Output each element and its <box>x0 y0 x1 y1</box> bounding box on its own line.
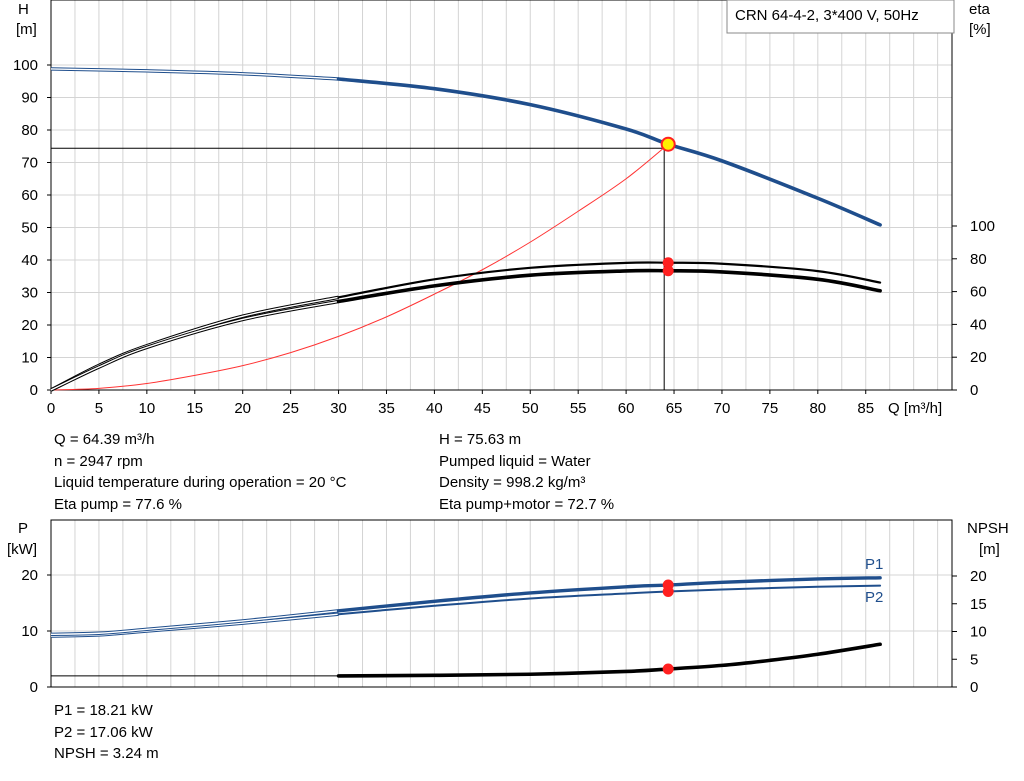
eta-pump-readout: Eta pump = 77.6 % <box>54 495 182 513</box>
npsh-axis-unit: [m] <box>979 541 1000 558</box>
npsh-readout: NPSH = 3.24 m <box>54 745 159 762</box>
liquid-temperature-readout: Liquid temperature during operation = 20… <box>54 474 347 491</box>
p2-series-label: P2 <box>865 589 883 606</box>
npsh-tick-label: 0 <box>970 679 978 696</box>
x-tick-label: 40 <box>426 400 443 417</box>
x-tick-label: 45 <box>474 400 491 417</box>
eta-pump-curve-line <box>337 261 882 299</box>
eta-total-curve-low-inner <box>50 300 339 391</box>
npsh-tick-label: 20 <box>970 568 987 585</box>
eta-tick-label: 100 <box>970 218 995 235</box>
p2-curve-line <box>337 584 882 616</box>
p-axis-unit: [kW] <box>7 541 37 558</box>
eta-axis-label: eta <box>969 1 991 18</box>
info-top-left: Q = 64.39 m³/h n = 2947 rpm Liquid tempe… <box>54 429 346 515</box>
p2-readout: P2 = 17.06 kW <box>54 723 153 741</box>
x-tick-label: 50 <box>522 400 539 417</box>
h-tick-label: 90 <box>21 90 38 107</box>
p-tick-label: 0 <box>30 679 38 696</box>
x-axis-label: Q [m³/h] <box>888 400 942 417</box>
x-tick-label: 5 <box>95 400 103 417</box>
eta-axis-unit: [%] <box>969 21 991 38</box>
h-tick-label: 80 <box>21 122 38 139</box>
power-plot-area <box>51 520 952 687</box>
p2-marker <box>662 585 674 597</box>
p1-readout: P1 = 18.21 kW <box>54 702 153 719</box>
h-tick-label: 10 <box>21 350 38 367</box>
eta-tick-label: 60 <box>970 284 987 301</box>
x-tick-label: 25 <box>282 400 299 417</box>
x-tick-label: 85 <box>857 400 874 417</box>
x-tick-label: 65 <box>666 400 683 417</box>
p1-series-label: P1 <box>865 556 883 573</box>
h-tick-label: 0 <box>30 382 38 399</box>
x-tick-label: 75 <box>762 400 779 417</box>
x-tick-label: 55 <box>570 400 587 417</box>
x-tick-label: 30 <box>330 400 347 417</box>
x-tick-label: 80 <box>809 400 826 417</box>
speed-readout: n = 2947 rpm <box>54 452 143 470</box>
npsh-tick-label: 10 <box>970 624 987 641</box>
h-tick-label: 50 <box>21 220 38 237</box>
duty-point-marker <box>660 136 676 152</box>
pumped-liquid-readout: Pumped liquid = Water <box>439 452 591 470</box>
x-tick-label: 70 <box>714 400 731 417</box>
eta-tick-label: 0 <box>970 382 978 399</box>
h-axis-label: H <box>18 1 29 18</box>
x-tick-label: 10 <box>139 400 156 417</box>
x-tick-label: 0 <box>47 400 55 417</box>
npsh-marker <box>662 663 674 675</box>
h-tick-label: 60 <box>21 187 38 204</box>
x-tick-label: 60 <box>618 400 635 417</box>
npsh-curve <box>336 642 882 678</box>
qh-curve-line <box>336 77 882 227</box>
h-axis-unit: [m] <box>16 21 37 38</box>
eta-pump-marker <box>662 257 674 269</box>
eta-total-marker <box>662 265 674 277</box>
npsh-tick-label: 5 <box>970 651 978 668</box>
system-curve <box>50 143 669 391</box>
eta-total-curve-line <box>336 268 882 304</box>
npsh-axis-label: NPSH <box>967 520 1009 537</box>
eta-total-readout: Eta pump+motor = 72.7 % <box>439 495 615 513</box>
chart-title: CRN 64-4-2, 3*400 V, 50Hz <box>735 7 919 24</box>
info-top-right: H = 75.63 m Pumped liquid = Water Densit… <box>439 429 614 515</box>
p-tick-label: 20 <box>21 567 38 584</box>
x-tick-label: 35 <box>378 400 395 417</box>
eta-tick-label: 20 <box>970 349 987 366</box>
h-tick-label: 100 <box>13 57 38 74</box>
p1-curve-low-inner <box>50 610 339 636</box>
density-readout: Density = 998.2 kg/m³ <box>439 474 586 491</box>
title-box <box>726 0 955 34</box>
h-tick-label: 70 <box>21 155 38 172</box>
p-axis-label: P <box>18 520 28 537</box>
eta-tick-label: 80 <box>970 251 987 268</box>
p-tick-label: 10 <box>21 623 38 640</box>
h-tick-label: 20 <box>21 317 38 334</box>
info-bottom: P1 = 18.21 kW P2 = 17.06 kW NPSH = 3.24 … <box>54 700 159 765</box>
p1-curve-line <box>336 576 882 613</box>
flow-readout: Q = 64.39 m³/h <box>54 431 155 448</box>
qh-curve-low-inner <box>50 68 339 80</box>
head-readout: H = 75.63 m <box>439 431 522 448</box>
x-tick-label: 20 <box>234 400 251 417</box>
npsh-tick-label: 15 <box>970 596 987 613</box>
h-tick-label: 40 <box>21 252 38 269</box>
h-tick-label: 30 <box>21 285 38 302</box>
x-tick-label: 15 <box>186 400 203 417</box>
eta-tick-label: 40 <box>970 316 987 333</box>
